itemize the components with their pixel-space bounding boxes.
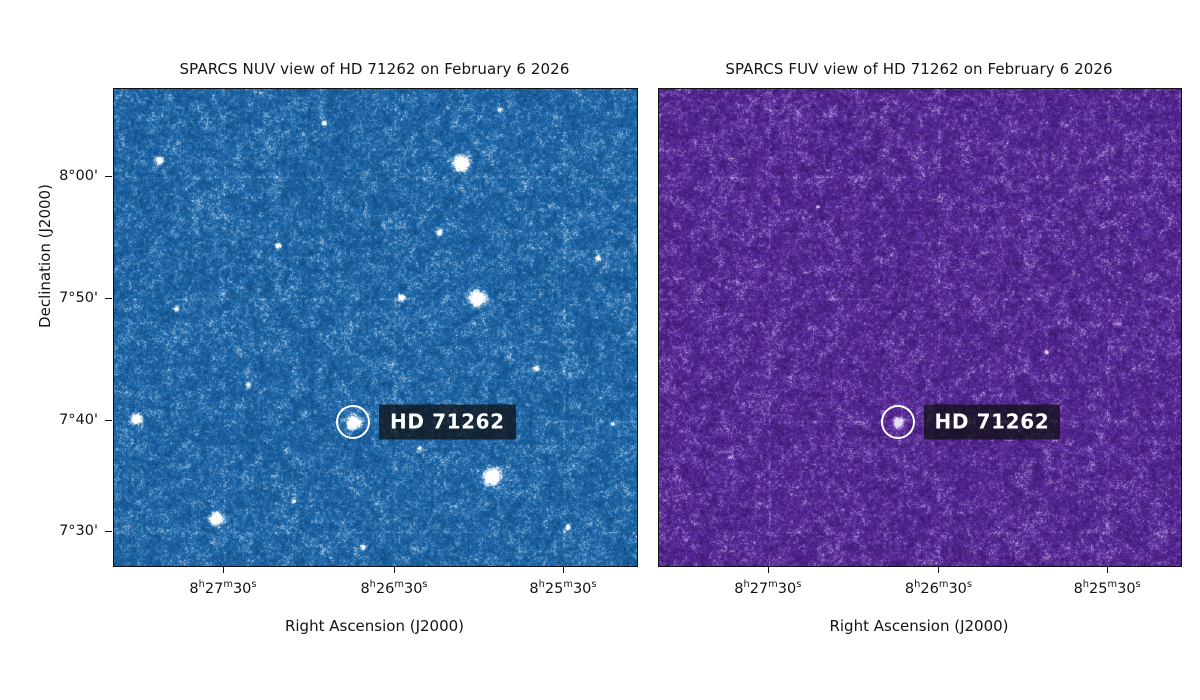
x-tick-mark [394,566,395,573]
y-axis-label-nuv: Declination (J2000) [36,184,54,328]
x-axis-label-fuv: Right Ascension (J2000) [829,617,1009,635]
x-tick-mark [938,566,940,573]
x-axis-label-nuv: Right Ascension (J2000) [284,617,465,635]
x-tick-mark [562,566,564,573]
target-label-fuv: HD 71262 [923,404,1061,440]
x-tick-mark [1107,566,1109,573]
y-tick-mark [105,419,112,421]
y-tick-label: 7°30' [59,522,98,539]
y-tick-label: 7°50' [59,290,98,307]
x-tick-mark [222,566,224,573]
y-tick-label: 8°00' [59,168,98,184]
x-tick-label: 8h27m30s [189,579,257,597]
sky-image-fuv[interactable]: HD 71262 [658,88,1182,567]
y-tick-mark [105,298,112,300]
target-marker-circle-nuv [336,405,370,440]
x-tick-label: 8h25m30s [529,579,597,597]
target-label-nuv: HD 71262 [379,404,516,440]
panel-title-fuv: SPARCS FUV view of HD 71262 on February … [725,60,1113,78]
sky-noise-canvas-nuv [114,89,637,566]
x-tick-label: 8h26m30s [360,579,428,597]
sky-image-nuv[interactable]: HD 71262 [113,88,638,567]
x-tick-label: 8h25m30s [1073,579,1141,597]
y-tick-label: 7°40' [59,411,98,428]
sky-noise-canvas-fuv [659,89,1181,566]
panel-title-nuv: SPARCS NUV view of HD 71262 on February … [179,60,570,78]
y-tick-mark [105,176,112,177]
target-marker-circle-fuv [880,405,915,440]
x-tick-label: 8h27m30s [734,579,802,597]
x-tick-label: 8h26m30s [904,579,973,597]
x-tick-mark [767,566,769,573]
y-tick-mark [105,530,112,532]
